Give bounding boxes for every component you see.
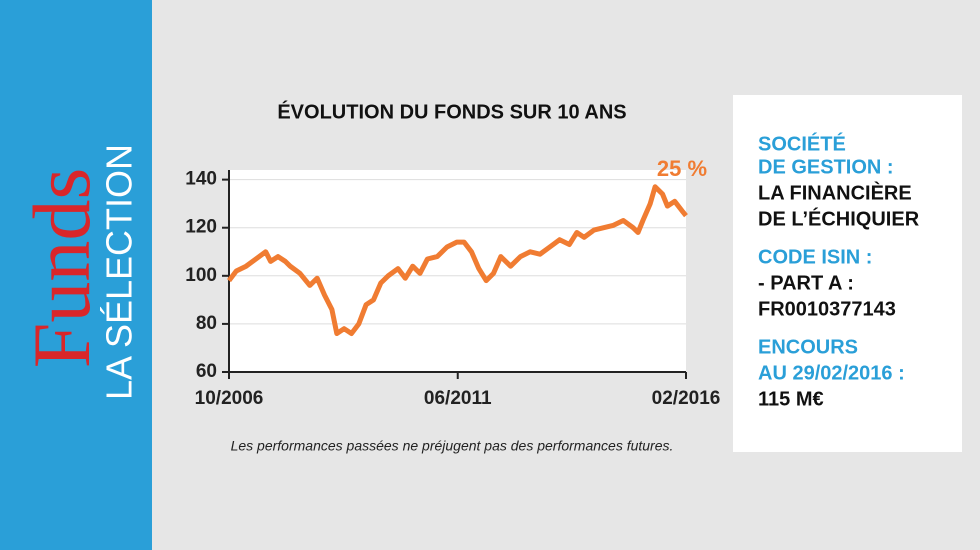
info-heading: DE GESTION : bbox=[758, 156, 894, 178]
sidebar-title: Funds bbox=[16, 168, 107, 369]
info-heading: SOCIÉTÉ bbox=[758, 132, 846, 155]
y-tick-label: 120 bbox=[185, 217, 217, 238]
y-tick-label: 60 bbox=[196, 361, 217, 382]
sidebar bbox=[0, 0, 152, 550]
info-heading: AU 29/02/2016 : bbox=[758, 362, 905, 384]
sidebar-subtitle: LA SÉLECTION bbox=[99, 144, 140, 400]
info-text: - PART A : bbox=[758, 272, 854, 294]
footnote: Les performances passées ne préjugent pa… bbox=[231, 438, 674, 454]
chart-title: ÉVOLUTION DU FONDS SUR 10 ANS bbox=[277, 100, 626, 123]
info-text: DE L’ÉCHIQUIER bbox=[758, 207, 920, 230]
info-text: FR0010377143 bbox=[758, 298, 896, 320]
info-heading: ENCOURS bbox=[758, 336, 858, 358]
plot-area bbox=[229, 170, 686, 372]
info-text: LA FINANCIÈRE bbox=[758, 181, 912, 204]
series-line bbox=[227, 184, 688, 336]
y-tick-label: 80 bbox=[196, 313, 217, 334]
info-panel bbox=[733, 95, 962, 452]
y-tick-label: 100 bbox=[185, 265, 217, 286]
x-tick-label: 06/2011 bbox=[424, 388, 492, 409]
info-text: 115 M€ bbox=[758, 388, 824, 410]
info-heading: CODE ISIN : bbox=[758, 246, 872, 268]
x-tick-label: 10/2006 bbox=[195, 388, 264, 409]
annotation: 25 % bbox=[657, 156, 707, 181]
x-tick-label: 02/2016 bbox=[652, 388, 721, 409]
y-tick-label: 140 bbox=[185, 169, 217, 190]
